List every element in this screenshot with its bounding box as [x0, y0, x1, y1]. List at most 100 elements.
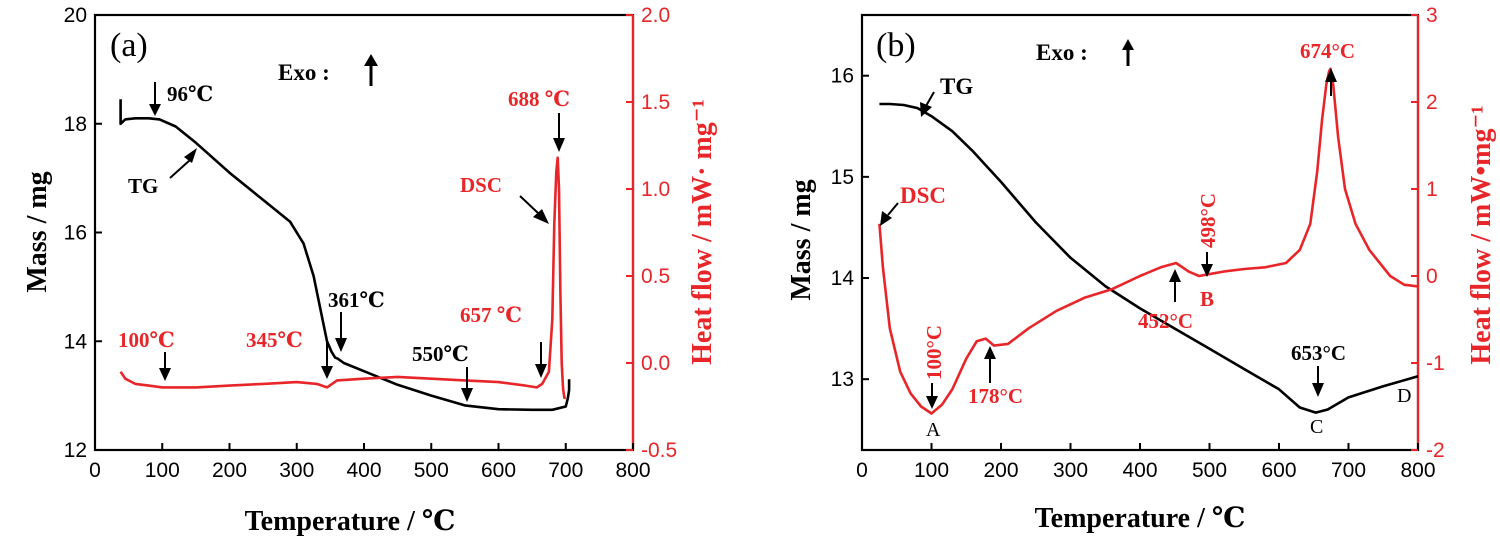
panel-a-y2label: Heat flow / mW· mg⁻¹: [687, 99, 718, 365]
panel-a-ticks: 0 100 200 300 400 500 600 700 800 12 14 16 18 20 -0.5 0…: [64, 4, 678, 482]
y2-tick-label: 1.5: [641, 91, 670, 114]
y2-tick-label: -2: [1426, 439, 1445, 462]
annotation-tg-a: TG: [128, 174, 158, 198]
panel-b: 0 100 200 300 400 500 600 700 800 13 14 15 16 -2 -1 0 1 2…: [786, 4, 1497, 534]
arrow-icon: [535, 364, 547, 378]
panel-b-ticks: 0 100 200 300 400 500 600 700 800 13 14 15 16 -2 -1 0 1 2…: [831, 4, 1445, 482]
arrow-icon: [335, 338, 347, 352]
x-tick-label: 800: [1400, 459, 1435, 482]
x-tick-label: 0: [89, 459, 101, 482]
annotation-345c: 345℃: [246, 328, 303, 352]
annotation-100c-a: 100℃: [118, 328, 175, 352]
arrow-icon: [880, 211, 892, 226]
arrow-icon: [1312, 383, 1324, 397]
x-tick-label: 300: [1053, 459, 1088, 482]
panel-a-annotations: 96℃ TG 361℃ 550℃ 100℃ 345℃ 657 ℃ 688 ℃ D…: [118, 82, 570, 402]
panel-a-frame: [93, 13, 635, 452]
annotation-dsc-b: DSC: [900, 183, 946, 208]
y-tick-label: 18: [64, 113, 87, 136]
panel-b-label: (b): [876, 27, 916, 64]
annotation-361c: 361℃: [328, 288, 385, 312]
x-tick-label: 200: [212, 459, 247, 482]
x-tick-label: 300: [279, 459, 314, 482]
annotation-498c: 498°C: [1196, 193, 1220, 248]
point-d: D: [1397, 385, 1411, 407]
y2-tick-label: 1: [1426, 178, 1438, 201]
y2-tick-label: 0.5: [641, 265, 670, 288]
arrow-icon: [321, 366, 333, 379]
annotation-653c: 653°C: [1291, 341, 1346, 365]
panel-a-exo-arrow-icon: [364, 54, 378, 86]
y2-tick-label: 0.0: [641, 352, 670, 375]
panel-b-ylabel: Mass / mg: [786, 179, 817, 300]
panel-a-ylabel: Mass / mg: [22, 171, 53, 292]
annotation-688c: 688 ℃: [508, 87, 570, 111]
y-tick-label: 12: [64, 439, 87, 462]
y2-tick-label: 3: [1426, 4, 1438, 27]
x-tick-label: 200: [983, 459, 1018, 482]
x-tick-label: 100: [914, 459, 949, 482]
y2-tick-label: -1: [1426, 352, 1445, 375]
series-dsc-a: [119, 156, 566, 400]
y2-tick-label: 1.0: [641, 178, 670, 201]
panel-b-exo-label: Exo :: [1036, 40, 1088, 65]
annotation-tg-b: TG: [940, 74, 973, 99]
x-tick-label: 500: [1192, 459, 1227, 482]
series-tg-a: [119, 99, 571, 412]
point-a: A: [926, 419, 941, 441]
arrow-icon: [184, 148, 197, 163]
panel-b-exo-arrow-icon: [1122, 39, 1134, 66]
y-tick-label: 20: [64, 4, 87, 27]
panel-b-annotations: TG DSC 100°C 178°C 452°C 498°C 674°C 653…: [880, 39, 1411, 441]
y-tick-label: 14: [831, 267, 855, 290]
arrow-icon: [1201, 264, 1213, 277]
series-dsc-b: [878, 67, 1419, 415]
arrow-icon: [149, 104, 161, 116]
arrow-icon: [159, 368, 171, 381]
arrow-icon: [920, 102, 932, 117]
arrow-icon: [1169, 269, 1181, 282]
series-tg-b: [879, 102, 1419, 414]
annotation-657c: 657 ℃: [460, 303, 522, 327]
panel-a-label: (a): [110, 27, 148, 64]
x-tick-label: 800: [615, 459, 650, 482]
arrow-icon: [533, 209, 549, 224]
y-tick-label: 13: [831, 368, 854, 391]
arrow-icon: [553, 138, 565, 152]
point-b: B: [1200, 287, 1214, 311]
annotation-96c: 96℃: [167, 82, 213, 106]
annotation-452c: 452°C: [1138, 309, 1193, 333]
y2-tick-label: 2.0: [641, 4, 670, 27]
y-tick-label: 14: [64, 330, 88, 353]
arrow-icon: [984, 346, 996, 359]
y2-tick-label: 2: [1426, 91, 1438, 114]
x-tick-label: 0: [856, 459, 868, 482]
panel-a-series: [119, 99, 571, 412]
x-tick-label: 400: [1122, 459, 1157, 482]
x-tick-label: 400: [346, 459, 381, 482]
x-tick-label: 700: [1331, 459, 1366, 482]
y-tick-label: 16: [64, 222, 87, 245]
y-tick-label: 15: [831, 166, 854, 189]
arrow-icon: [926, 396, 938, 409]
arrow-icon: [461, 388, 473, 402]
panel-a-xlabel: Temperature / ℃: [245, 506, 456, 537]
panel-b-y2label: Heat flow / mW•mg⁻¹: [1466, 105, 1497, 364]
y2-tick-label: 0: [1426, 265, 1438, 288]
panel-a: 0 100 200 300 400 500 600 700 800 12 14 16 18 20 -0.5 0…: [22, 4, 718, 537]
y-tick-label: 16: [831, 65, 854, 88]
annotation-dsc-a: DSC: [460, 173, 502, 197]
panel-b-xlabel: Temperature / ℃: [1035, 503, 1246, 534]
x-tick-label: 700: [548, 459, 583, 482]
annotation-100c-b: 100°C: [922, 325, 946, 380]
annotation-674c: 674°C: [1300, 39, 1355, 63]
x-tick-label: 100: [145, 459, 180, 482]
annotation-178c: 178°C: [968, 384, 1023, 408]
point-c: C: [1310, 416, 1323, 438]
x-tick-label: 500: [414, 459, 449, 482]
x-tick-label: 600: [1261, 459, 1296, 482]
x-tick-label: 600: [481, 459, 516, 482]
panel-a-exo-label: Exo :: [278, 60, 330, 85]
y2-tick-label: -0.5: [641, 439, 677, 462]
